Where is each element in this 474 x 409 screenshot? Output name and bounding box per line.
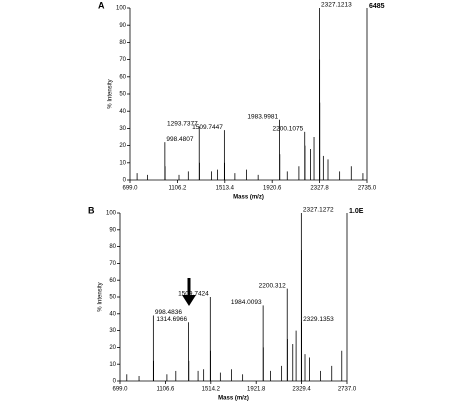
x-tick-label: 1921.8 [247, 387, 266, 393]
panel-label: B [88, 205, 95, 215]
y-tick-label: 20 [109, 345, 116, 351]
peak-label: 1314.6966 [156, 316, 187, 323]
peak-label: 1509.7424 [178, 291, 209, 298]
y-tick-label: 40 [119, 109, 126, 115]
y-tick-label: 60 [109, 278, 116, 284]
y-tick-label: 90 [119, 23, 126, 29]
peak-label: 2200.312 [259, 282, 286, 289]
y-tick-label: 50 [109, 295, 116, 301]
y-axis-label: % Intensity [108, 79, 114, 108]
x-tick-label: 1920.6 [263, 186, 282, 192]
y-tick-label: 20 [119, 143, 126, 149]
x-tick-label: 1106.6 [156, 387, 175, 393]
x-tick-label: 1514.2 [202, 387, 221, 393]
y-tick-label: 40 [109, 311, 116, 317]
peak-label: 2327.1213 [321, 2, 352, 9]
x-axis-label: Mass (m/z) [218, 396, 249, 402]
right-label: 6485 [369, 3, 385, 10]
y-tick-label: 70 [119, 57, 126, 63]
right-label: 1.0E [349, 208, 364, 215]
y-tick-label: 60 [119, 74, 126, 80]
peak-label: 2327.1272 [303, 207, 334, 214]
y-tick-label: 30 [109, 328, 116, 334]
y-tick-label: 0 [113, 379, 117, 385]
peak-label: 1983.9981 [247, 114, 278, 121]
peak-label: 1509.7447 [192, 124, 223, 131]
peak-label: 1984.0093 [231, 299, 262, 306]
arrow [182, 278, 196, 306]
y-tick-label: 80 [109, 244, 116, 250]
x-tick-label: 699.0 [112, 387, 128, 393]
y-tick-label: 90 [109, 227, 116, 233]
y-tick-label: 0 [123, 178, 127, 184]
peak-label: 1293.7377 [167, 120, 198, 127]
x-tick-label: 1513.4 [216, 186, 235, 192]
y-axis-label: % Intensity [98, 282, 104, 311]
panel-label: A [98, 0, 105, 10]
y-tick-label: 70 [109, 261, 116, 267]
peak-label: 2329.1353 [303, 316, 334, 323]
x-axis-label: Mass (m/z) [233, 195, 264, 201]
x-tick-label: 2327.8 [310, 186, 329, 192]
x-tick-label: 2329.4 [292, 387, 311, 393]
x-tick-label: 2735.0 [358, 186, 377, 192]
y-tick-label: 80 [119, 40, 126, 46]
x-tick-label: 1106.2 [168, 186, 187, 192]
y-tick-label: 10 [119, 160, 126, 166]
x-tick-label: 2737.0 [338, 387, 357, 393]
x-tick-label: 699.0 [122, 186, 138, 192]
y-tick-label: 50 [119, 92, 126, 98]
peak-label: 998.4836 [155, 309, 182, 316]
y-tick-label: 100 [106, 211, 117, 217]
y-tick-label: 100 [116, 6, 127, 12]
y-tick-label: 10 [109, 362, 116, 368]
peak-label: 2200.1075 [273, 126, 304, 133]
peak-label: 998.4807 [166, 136, 193, 143]
y-tick-label: 30 [119, 126, 126, 132]
